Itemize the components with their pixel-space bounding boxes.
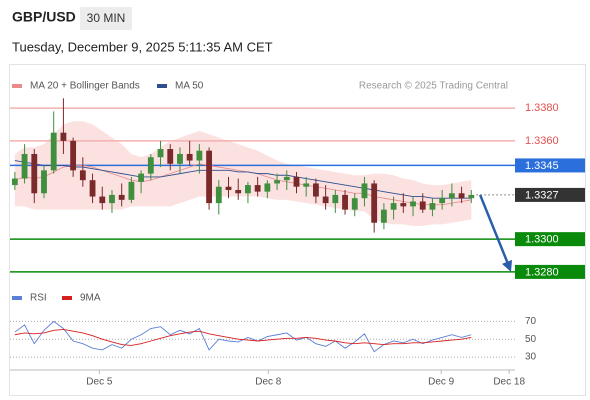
candle-body [380, 209, 387, 223]
candle-body [41, 170, 47, 194]
candle-body [419, 201, 426, 210]
y-tick-label: 70 [525, 316, 537, 327]
candle-body [118, 194, 125, 200]
candle-body [293, 176, 300, 187]
candle-body [332, 194, 339, 204]
candle-body [99, 196, 106, 204]
candle-body [313, 183, 319, 197]
candle-body [138, 173, 145, 182]
candle-body [186, 153, 193, 161]
candle-body [89, 180, 96, 197]
candle-body [439, 198, 446, 204]
candle-body [70, 140, 77, 171]
level-label: 1.3380 [525, 102, 559, 114]
y-tick-label: 50 [525, 334, 537, 345]
candle-body [468, 194, 475, 199]
y-tick-label: 30 [525, 352, 537, 363]
candle-body [79, 170, 86, 181]
candle-body [458, 193, 465, 199]
level-label-box [515, 158, 585, 173]
moving-average [14, 163, 472, 206]
candle-body [11, 178, 18, 186]
x-tick-label: Dec 18 [493, 377, 525, 388]
candle-body [31, 153, 38, 194]
level-label: 1.3300 [525, 234, 559, 246]
level-label: 1.3280 [525, 266, 559, 278]
level-label: 1.3327 [525, 189, 559, 201]
candle-body [342, 194, 348, 210]
projection-arrow [478, 194, 510, 265]
level-label: 1.3345 [525, 160, 559, 172]
candle-body [429, 203, 436, 210]
candle-body [448, 193, 455, 199]
datetime: Tuesday, December 9, 2025 5:11:35 AM CET [12, 39, 273, 54]
x-tick-label: Dec 8 [255, 377, 282, 388]
candle-body [410, 201, 416, 207]
legend-label: RSI [30, 293, 47, 304]
candle-body [167, 149, 174, 164]
candle-body [303, 183, 310, 187]
moving-average [14, 160, 472, 199]
legend-label: 9MA [80, 293, 101, 304]
timeframe-box [80, 7, 132, 30]
candle-body [283, 176, 290, 181]
credit: Research © 2025 Trading Central [359, 81, 508, 92]
candle-body [400, 203, 407, 207]
candle-body [177, 153, 183, 164]
indicator-line [14, 328, 472, 346]
candle-body [50, 132, 57, 171]
candle-body [206, 150, 212, 204]
candle-body [215, 186, 222, 204]
symbol: GBP/USD [12, 9, 76, 25]
legend-swatch [12, 84, 22, 88]
candle-body [322, 196, 329, 204]
candle-body [264, 183, 271, 192]
x-tick-label: Dec 5 [86, 377, 113, 388]
level-label: 1.3360 [525, 135, 559, 147]
candle-body [109, 194, 115, 204]
candle-body [21, 153, 28, 179]
legend-label: MA 50 [175, 81, 204, 92]
candle-body [351, 198, 358, 210]
candle-body [128, 181, 135, 200]
candle-body [254, 185, 261, 192]
candle-body [245, 185, 251, 194]
frame [9, 64, 586, 396]
legend-swatch [12, 296, 22, 300]
candle-body [390, 203, 397, 210]
candle-body [371, 183, 378, 223]
candle-body [274, 180, 280, 184]
candle-body [225, 186, 232, 190]
candle-body [157, 149, 164, 158]
candle-body [361, 183, 368, 199]
level-label-box [515, 232, 585, 247]
level-label-box [515, 187, 585, 202]
timeframe: 30 MIN [87, 11, 126, 25]
candle-body [60, 132, 67, 141]
legend-swatch [62, 296, 72, 300]
x-tick-label: Dec 9 [428, 377, 455, 388]
candle-body [147, 157, 154, 174]
candle-body [196, 150, 203, 161]
projection-arrowhead [502, 259, 512, 272]
legend-swatch [157, 84, 167, 88]
candle-body [235, 190, 242, 194]
level-label-box [515, 264, 585, 279]
legend-label: MA 20 + Bollinger Bands [30, 81, 140, 92]
